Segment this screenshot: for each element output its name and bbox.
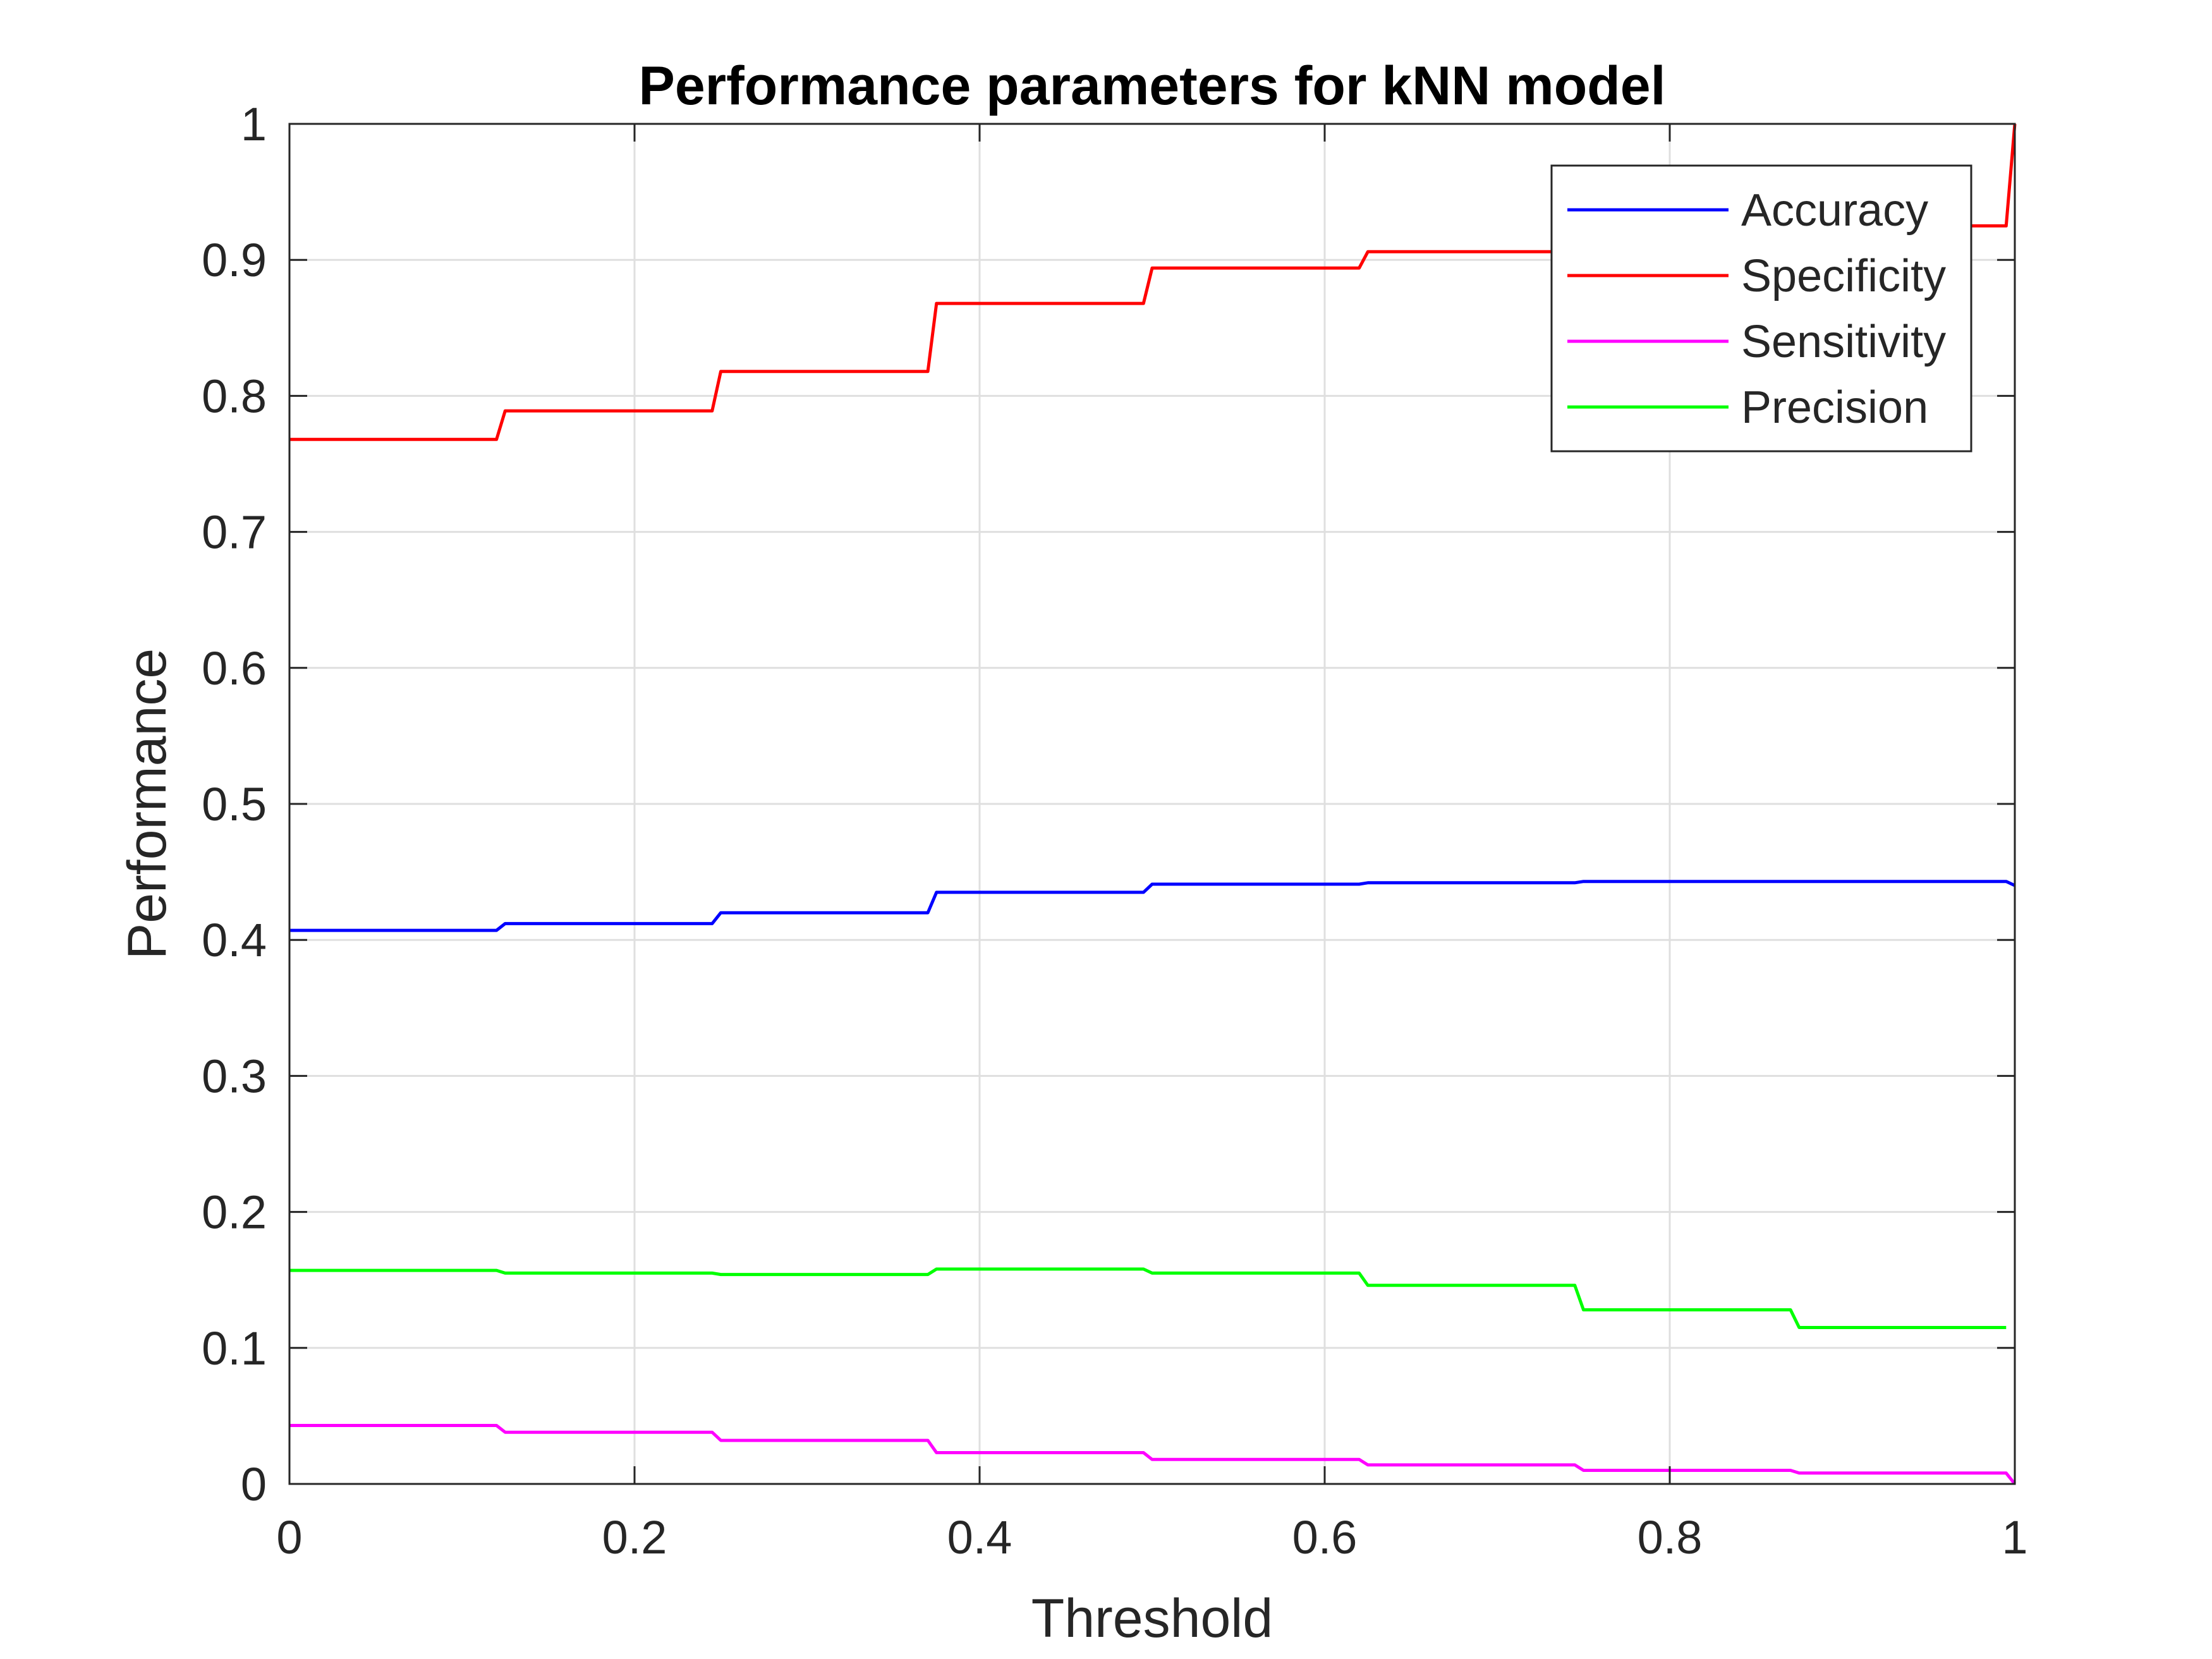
y-tick-label: 0.6 xyxy=(202,642,267,695)
y-tick-label: 0.5 xyxy=(202,778,267,830)
y-tick-label: 0.4 xyxy=(202,914,267,966)
legend-label-precision: Precision xyxy=(1741,382,1928,433)
legend: Accuracy Specificity Sensitivity Precision xyxy=(1550,164,1972,453)
x-tick-label: 0.6 xyxy=(1292,1511,1358,1564)
y-tick-label: 0.2 xyxy=(202,1186,267,1239)
y-tick-label: 0.9 xyxy=(202,234,267,286)
y-tick-label: 1 xyxy=(241,98,267,150)
legend-label-accuracy: Accuracy xyxy=(1741,185,1928,236)
y-tick-label: 0.3 xyxy=(202,1050,267,1102)
x-tick-label: 0 xyxy=(276,1511,302,1564)
y-axis-label: Performance xyxy=(117,648,178,959)
series-line-precision xyxy=(289,1267,2007,1329)
x-axis-label: Threshold xyxy=(1031,1588,1273,1649)
y-tick-label: 0.8 xyxy=(202,370,267,422)
ticks: 0 0.2 0.4 0.6 0.8 1 0 0.1 0.2 0.3 0.4 0.5 0.6 0.7 0.8 0… xyxy=(202,98,2027,1564)
y-tick-label: 0.7 xyxy=(202,506,267,559)
y-tick-label: 0 xyxy=(241,1458,267,1510)
x-tick-label: 0.4 xyxy=(947,1511,1012,1564)
legend-label-sensitivity: Sensitivity xyxy=(1741,317,1946,367)
series-line-accuracy xyxy=(289,880,2016,932)
x-tick-label: 0.8 xyxy=(1638,1511,1703,1564)
x-tick-label: 1 xyxy=(2002,1511,2027,1564)
y-tick-label: 0.1 xyxy=(202,1322,267,1375)
series-line-sensitivity xyxy=(289,1424,2016,1485)
x-tick-label: 0.2 xyxy=(602,1511,667,1564)
legend-box xyxy=(1550,164,1972,453)
legend-label-specificity: Specificity xyxy=(1741,251,1946,301)
chart-title: Performance parameters for kNN model xyxy=(638,56,1665,116)
